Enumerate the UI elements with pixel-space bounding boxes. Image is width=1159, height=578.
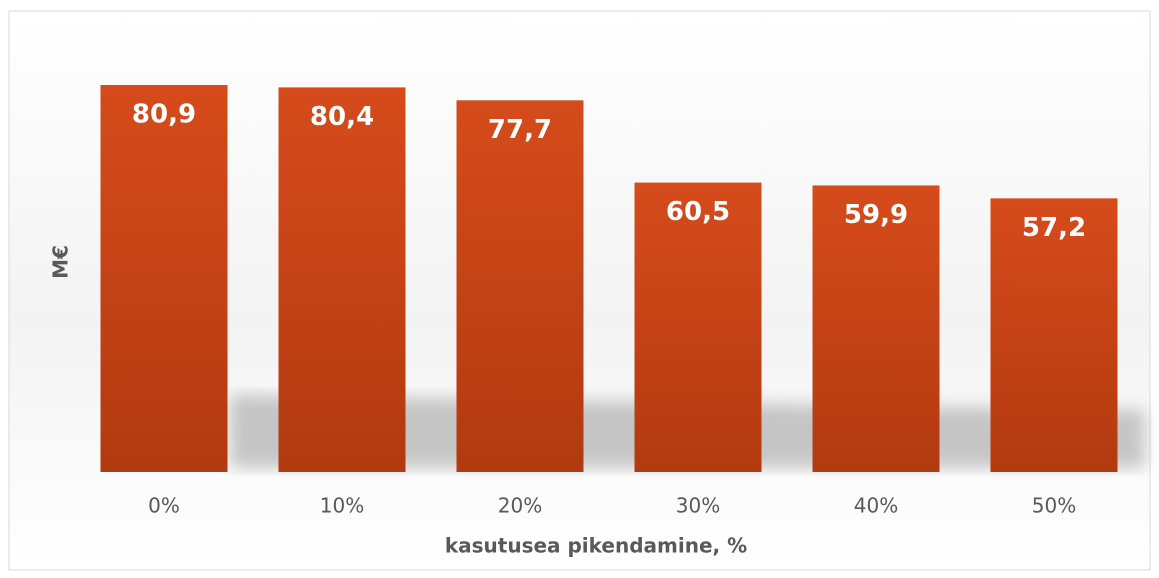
x-tick-label: 0% (148, 494, 180, 518)
x-axis-title: kasutusea pikendamine, % (445, 534, 747, 558)
data-label: 60,5 (666, 197, 730, 227)
bar (278, 87, 406, 472)
bar (812, 185, 940, 473)
y-axis-title: M€ (49, 245, 73, 279)
x-tick-label: 20% (498, 494, 542, 518)
bar (456, 100, 584, 472)
bar (634, 182, 762, 472)
data-label: 57,2 (1022, 213, 1086, 243)
bar (100, 85, 228, 472)
x-tick-label: 50% (1032, 494, 1076, 518)
data-label: 80,4 (310, 102, 374, 132)
bar (990, 198, 1118, 473)
data-label: 80,9 (132, 100, 196, 130)
x-tick-label: 10% (320, 494, 364, 518)
x-tick-label: 30% (676, 494, 720, 518)
x-tick-label: 40% (854, 494, 898, 518)
data-label: 77,7 (488, 115, 552, 145)
data-label: 59,9 (844, 200, 908, 230)
